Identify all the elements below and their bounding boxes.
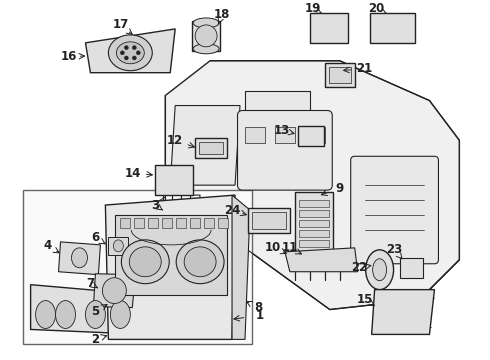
Bar <box>329 67 351 83</box>
Bar <box>115 215 227 294</box>
Bar <box>299 200 329 207</box>
Polygon shape <box>245 91 310 180</box>
Text: 5: 5 <box>91 305 99 318</box>
Ellipse shape <box>195 25 217 47</box>
Bar <box>162 218 172 228</box>
Polygon shape <box>94 274 135 307</box>
Bar <box>299 230 329 237</box>
Text: 9: 9 <box>336 182 344 195</box>
Polygon shape <box>170 105 240 185</box>
Ellipse shape <box>121 51 124 55</box>
Text: 14: 14 <box>125 167 142 180</box>
Bar <box>299 240 329 247</box>
Ellipse shape <box>122 240 169 284</box>
Text: 12: 12 <box>167 134 183 147</box>
Bar <box>369 13 415 43</box>
Polygon shape <box>30 285 145 334</box>
Bar <box>121 218 130 228</box>
FancyBboxPatch shape <box>238 111 332 190</box>
Bar <box>305 127 325 143</box>
Bar <box>399 258 423 278</box>
FancyBboxPatch shape <box>351 156 439 264</box>
Text: 17: 17 <box>112 18 128 31</box>
Ellipse shape <box>55 301 75 328</box>
Text: 6: 6 <box>91 231 99 244</box>
Polygon shape <box>105 195 235 339</box>
Text: 10: 10 <box>265 241 281 255</box>
Polygon shape <box>165 61 460 310</box>
Bar <box>252 212 286 229</box>
Bar <box>199 142 223 154</box>
Bar <box>248 208 290 233</box>
Text: 1: 1 <box>256 309 264 322</box>
Ellipse shape <box>102 278 126 303</box>
Text: 23: 23 <box>387 243 403 256</box>
Ellipse shape <box>108 35 152 71</box>
Bar <box>275 127 295 143</box>
Bar <box>134 218 144 228</box>
Ellipse shape <box>85 301 105 328</box>
Text: 13: 13 <box>274 124 290 137</box>
Polygon shape <box>371 290 435 334</box>
Ellipse shape <box>129 247 161 277</box>
Text: 16: 16 <box>60 50 77 63</box>
Ellipse shape <box>184 247 216 277</box>
Ellipse shape <box>136 51 140 55</box>
Ellipse shape <box>124 46 128 50</box>
Text: 3: 3 <box>151 199 159 212</box>
Bar <box>325 63 355 87</box>
Bar <box>245 127 265 143</box>
Bar <box>192 21 220 51</box>
Text: 8: 8 <box>254 301 262 314</box>
Text: 20: 20 <box>368 3 385 15</box>
Ellipse shape <box>193 18 219 28</box>
Text: 21: 21 <box>357 62 373 75</box>
Ellipse shape <box>176 240 224 284</box>
Polygon shape <box>232 195 250 339</box>
Bar <box>155 165 193 195</box>
Ellipse shape <box>72 248 87 268</box>
Polygon shape <box>285 248 358 272</box>
Bar <box>298 126 324 146</box>
Text: 11: 11 <box>282 241 298 255</box>
Text: 22: 22 <box>351 261 368 274</box>
Ellipse shape <box>366 250 393 290</box>
Bar <box>23 190 252 345</box>
Bar <box>299 220 329 227</box>
Ellipse shape <box>132 46 136 50</box>
Bar <box>195 138 227 158</box>
Polygon shape <box>85 29 175 73</box>
Text: 24: 24 <box>224 203 240 216</box>
Text: 18: 18 <box>214 9 230 22</box>
Ellipse shape <box>132 56 136 60</box>
Bar <box>218 218 228 228</box>
Polygon shape <box>58 242 100 275</box>
Ellipse shape <box>116 42 144 64</box>
Ellipse shape <box>372 259 387 281</box>
Ellipse shape <box>193 44 219 54</box>
Ellipse shape <box>113 240 123 252</box>
Text: 19: 19 <box>305 3 321 15</box>
Bar <box>190 218 200 228</box>
Text: 15: 15 <box>356 293 373 306</box>
Ellipse shape <box>124 56 128 60</box>
Ellipse shape <box>110 301 130 328</box>
Bar <box>295 192 333 252</box>
Text: 7: 7 <box>86 277 95 290</box>
Bar <box>204 218 214 228</box>
Ellipse shape <box>36 301 55 328</box>
Bar <box>108 237 128 255</box>
Bar <box>176 218 186 228</box>
Text: 2: 2 <box>91 333 99 346</box>
Bar <box>148 218 158 228</box>
Bar <box>299 210 329 217</box>
Bar <box>310 13 348 43</box>
Text: 4: 4 <box>44 239 51 252</box>
